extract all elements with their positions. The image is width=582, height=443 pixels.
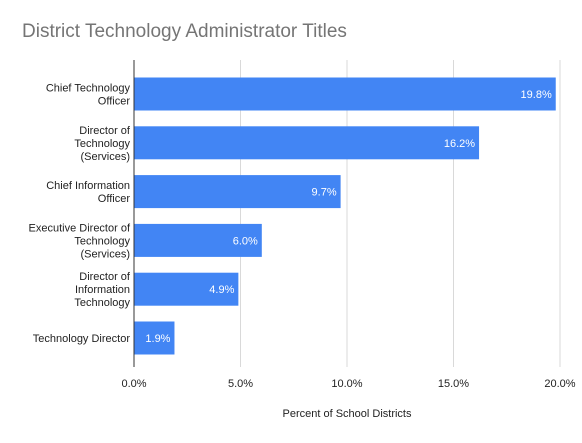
x-tick-label: 0.0%	[121, 378, 146, 390]
bar	[134, 77, 556, 111]
data-label: 19.8%	[521, 89, 552, 101]
chart-title: District Technology Administrator Titles	[22, 21, 347, 42]
gridlines	[240, 60, 561, 367]
category-label: Director of Technology (Services)	[74, 125, 131, 163]
bar	[134, 126, 480, 160]
bar	[134, 321, 175, 355]
category-label: Chief Technology Officer	[46, 83, 131, 108]
bar	[134, 272, 239, 306]
category-label: Director of Information Technology	[74, 271, 131, 309]
bar	[134, 175, 341, 209]
x-tick-label: 10.0%	[331, 378, 362, 390]
x-tick-label: 15.0%	[438, 378, 469, 390]
category-label: Executive Director of Technology (Services…	[29, 222, 131, 260]
data-label: 16.2%	[444, 138, 475, 150]
labels: 0.0% 5.0% 10.0% 15.0% 20.0% Percent of School…	[29, 83, 576, 421]
bars	[134, 77, 556, 355]
data-label: 1.9%	[145, 333, 170, 345]
data-label: 9.7%	[312, 187, 337, 199]
category-label: Chief Information Officer	[46, 180, 130, 205]
x-tick-label: 20.0%	[544, 378, 575, 390]
data-label: 6.0%	[233, 235, 258, 247]
x-axis-title: Percent of School Districts	[283, 408, 412, 420]
x-tick-label: 5.0%	[228, 378, 253, 390]
data-label: 4.9%	[209, 284, 234, 296]
bar	[134, 223, 262, 257]
category-label: Technology Director	[33, 333, 131, 345]
